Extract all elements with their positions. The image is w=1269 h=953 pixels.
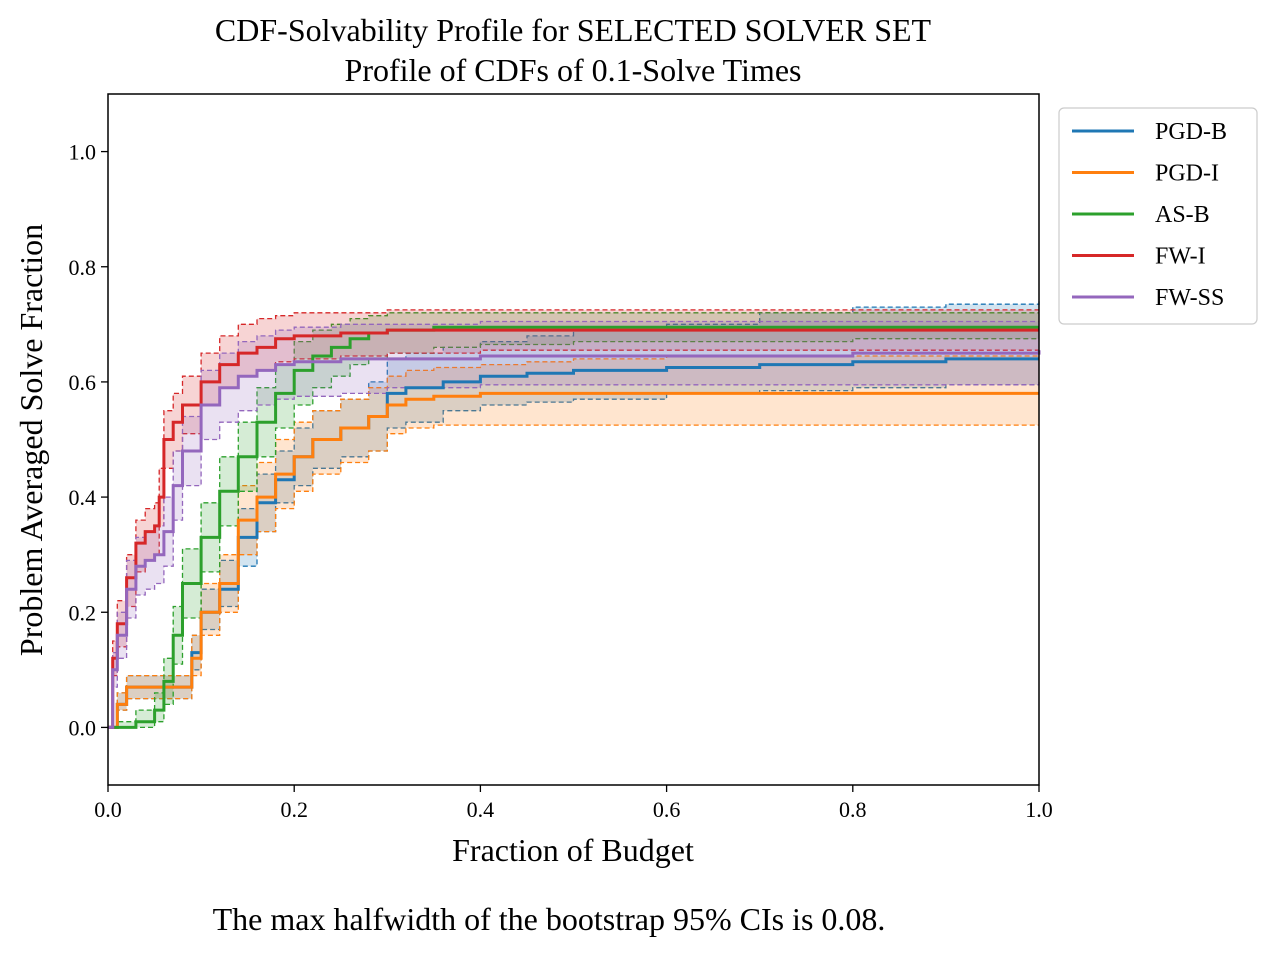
ci-lower-as-b (108, 338, 1039, 729)
bootstrap-ci-footnote: The max halfwidth of the bootstrap 95% C… (213, 901, 886, 937)
chart-title: CDF-Solvability Profile for SELECTED SOL… (215, 12, 932, 48)
y-axis-ticks: 0.0 0.2 0.4 0.6 0.8 1.0 (69, 140, 108, 740)
plot-area-frame (107, 93, 1040, 786)
x-tick-label: 0.4 (467, 797, 495, 822)
ci-upper-pgd-b (108, 301, 1040, 729)
series-lines-layer (108, 325, 1041, 729)
ci-lower-pgd-b (108, 384, 1039, 729)
x-tick-label: 0.8 (839, 797, 867, 822)
series-line-fw-i (108, 328, 1039, 729)
legend: PGD-B PGD-I AS-B FW-I FW-SS (1058, 107, 1258, 325)
x-tick-label: 1.0 (1025, 797, 1053, 822)
y-axis-label: Problem Averaged Solve Fraction (13, 224, 49, 656)
chart-title-group: CDF-Solvability Profile for SELECTED SOL… (215, 12, 932, 88)
legend-label-fw-i: FW-I (1155, 244, 1206, 270)
y-tick-label: 0.8 (69, 255, 97, 280)
series-line-pgd-i (108, 391, 1039, 729)
x-axis-label: Fraction of Budget (452, 832, 694, 868)
legend-label-pgd-i: PGD-I (1155, 161, 1219, 187)
y-tick-label: 1.0 (69, 140, 97, 165)
chart-subtitle: Profile of CDFs of 0.1-Solve Times (345, 52, 802, 88)
ci-lower-fw-ss (108, 381, 1040, 729)
y-tick-label: 0.2 (69, 600, 97, 625)
y-tick-label: 0.6 (69, 370, 97, 395)
ci-upper-pgd-i (108, 355, 1039, 729)
x-tick-label: 0.0 (94, 797, 122, 822)
y-tick-label: 0.0 (69, 715, 97, 740)
y-tick-label: 0.4 (69, 485, 97, 510)
ci-upper-fw-i (108, 309, 1039, 729)
x-tick-label: 0.2 (280, 797, 308, 822)
ci-lower-fw-i (108, 349, 1039, 729)
x-axis-ticks: 0.0 0.2 0.4 0.6 0.8 1.0 (94, 785, 1053, 822)
confidence-bands-layer (108, 301, 1040, 729)
legend-label-fw-ss: FW-SS (1155, 285, 1224, 311)
ci-upper-as-b (108, 312, 1039, 729)
legend-label-as-b: AS-B (1155, 202, 1210, 228)
series-line-fw-ss (108, 350, 1041, 729)
ci-band-pgd-b (108, 301, 1039, 728)
legend-label-pgd-b: PGD-B (1155, 119, 1227, 145)
x-tick-label: 0.6 (653, 797, 681, 822)
legend-frame (1058, 107, 1258, 325)
ci-band-pgd-i (108, 356, 1039, 728)
